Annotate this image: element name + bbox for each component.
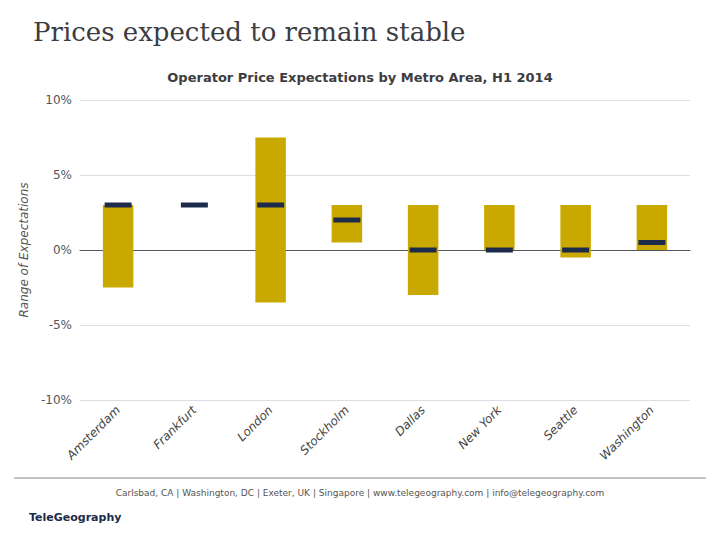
svg-text:Range of Expectations: Range of Expectations <box>17 182 31 317</box>
svg-text:Frankfurt: Frankfurt <box>150 402 200 452</box>
svg-text:TeleGeography: TeleGeography <box>29 511 121 524</box>
svg-text:Operator Price Expectations by: Operator Price Expectations by Metro Are… <box>167 70 552 85</box>
svg-text:Dallas: Dallas <box>392 403 428 439</box>
svg-text:0%: 0% <box>53 243 72 257</box>
svg-text:Amsterdam: Amsterdam <box>63 403 123 463</box>
svg-text:London: London <box>234 403 275 444</box>
svg-text:Seattle: Seattle <box>541 403 581 443</box>
svg-text:10%: 10% <box>45 93 72 107</box>
svg-text:Carlsbad, CA | Washington, DC: Carlsbad, CA | Washington, DC | Exeter, … <box>116 488 605 498</box>
svg-text:5%: 5% <box>53 168 72 182</box>
svg-text:Stockholm: Stockholm <box>297 403 352 458</box>
svg-text:-10%: -10% <box>41 393 72 407</box>
svg-text:New York: New York <box>455 402 505 452</box>
svg-text:Prices expected to remain stab: Prices expected to remain stable <box>33 17 465 47</box>
svg-text:Washington: Washington <box>597 403 657 463</box>
svg-text:-5%: -5% <box>49 318 72 332</box>
